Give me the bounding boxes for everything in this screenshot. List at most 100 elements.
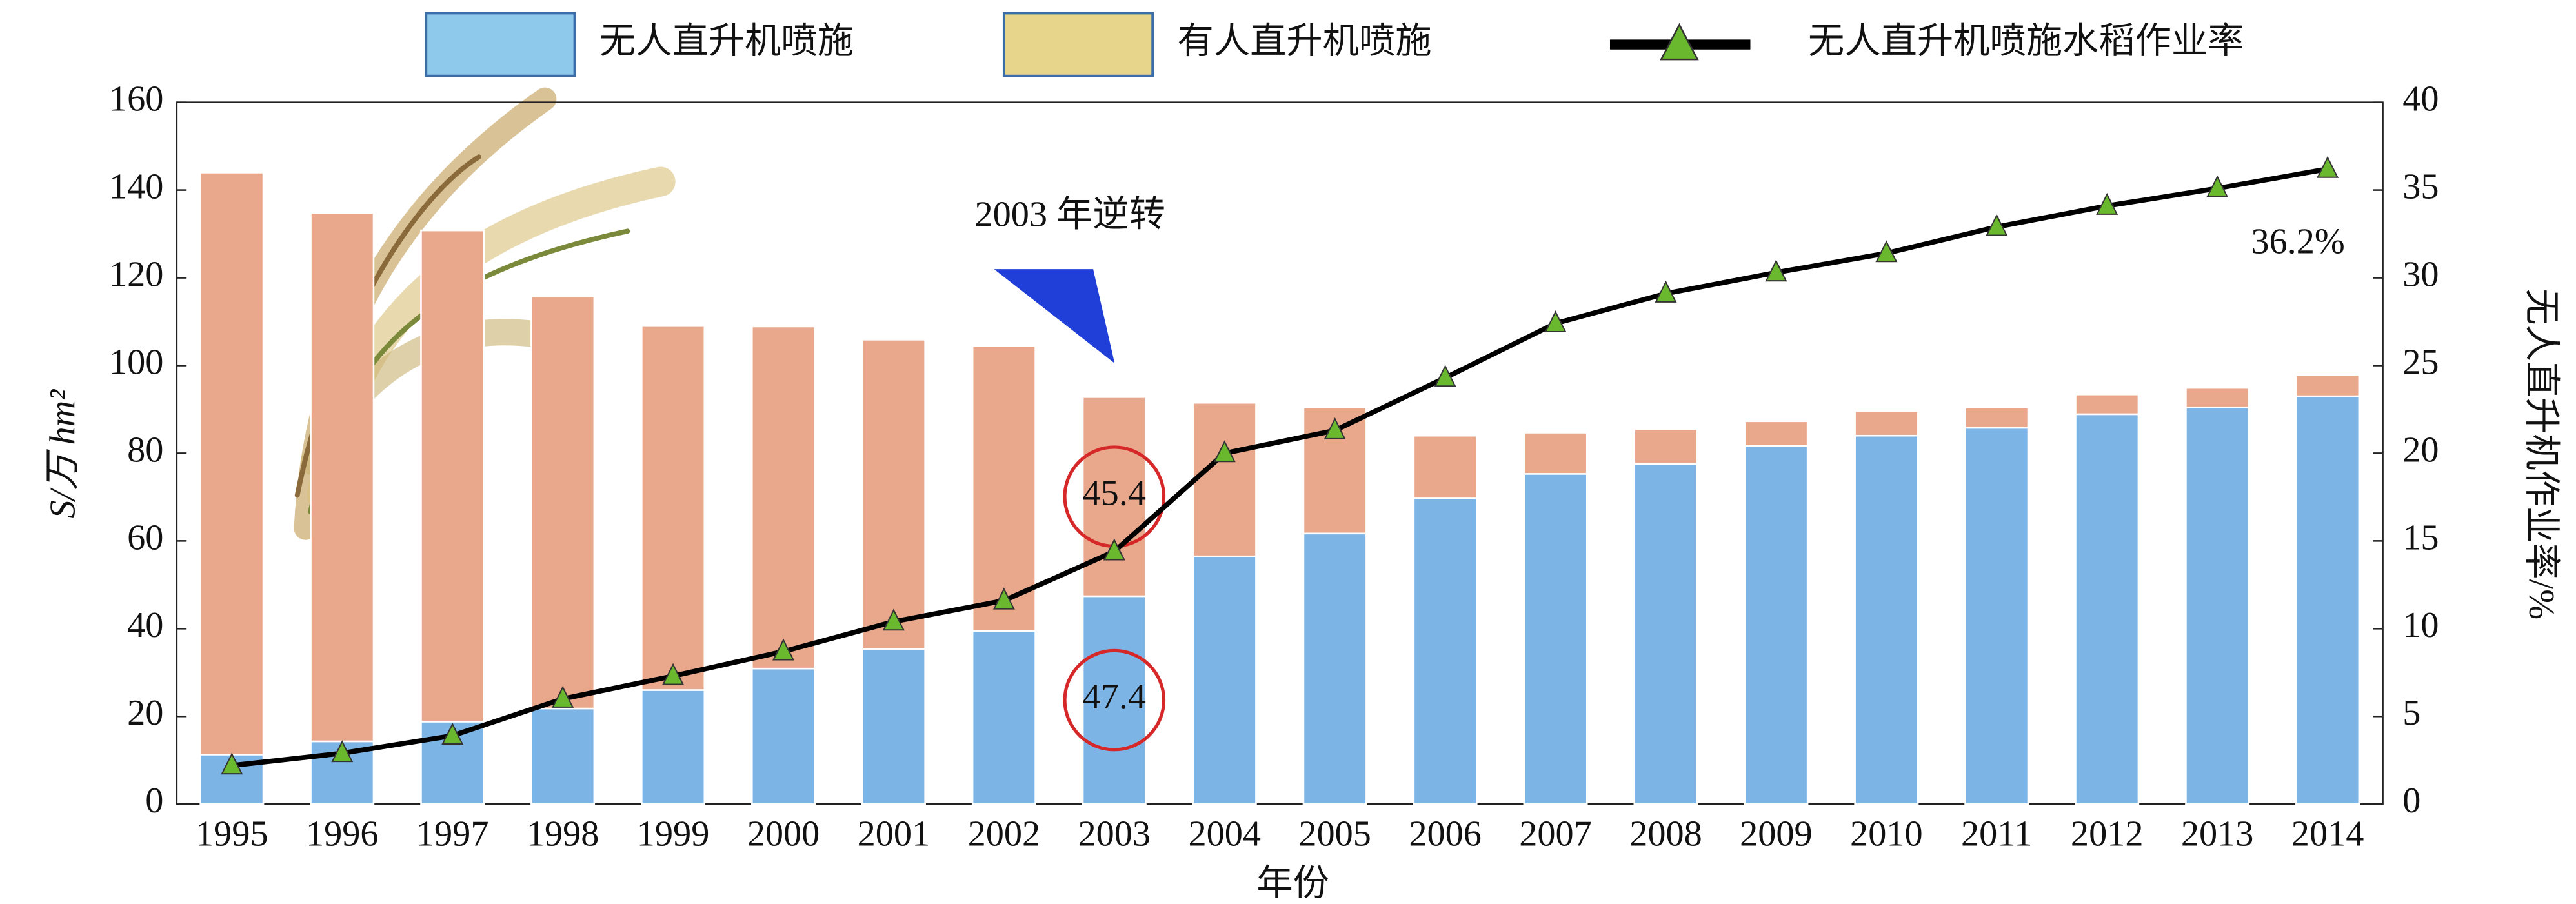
y-tick-label: 60 xyxy=(127,517,163,557)
data-label: 36.2% xyxy=(2251,222,2344,262)
bar xyxy=(530,707,596,805)
bar xyxy=(641,689,706,805)
x-tick-label: 2000 xyxy=(747,814,820,854)
bar xyxy=(861,648,926,805)
bar xyxy=(751,325,816,670)
bar xyxy=(1854,410,1919,437)
bar xyxy=(1523,473,1588,805)
marker xyxy=(1544,310,1567,333)
y-tick-label: 140 xyxy=(109,167,163,207)
marker xyxy=(1103,538,1125,561)
bar xyxy=(1082,595,1147,805)
y2-tick-label: 5 xyxy=(2402,693,2420,733)
marker xyxy=(1986,214,2008,236)
marker xyxy=(1434,365,1456,387)
x-tick-label: 2013 xyxy=(2181,814,2254,854)
x-tick-label: 2002 xyxy=(968,814,1041,854)
marker xyxy=(1323,417,1346,439)
x-tick-label: 1998 xyxy=(527,814,599,854)
x-tick-label: 2011 xyxy=(1961,814,2032,854)
y2-tick-label: 0 xyxy=(2402,781,2420,821)
x-tick-label: 2009 xyxy=(1740,814,1813,854)
marker xyxy=(1655,280,1677,303)
bar xyxy=(199,172,265,756)
marker xyxy=(331,740,354,763)
y-tick-label: 80 xyxy=(127,430,163,470)
bar xyxy=(1633,428,1698,465)
y2-tick-label: 30 xyxy=(2402,254,2439,294)
marker xyxy=(1765,259,1787,282)
data-label: 45.4 xyxy=(1083,474,1147,514)
data-label: 47.4 xyxy=(1083,677,1147,717)
bar xyxy=(1744,420,1809,447)
bar xyxy=(1302,532,1367,805)
bar xyxy=(971,630,1036,805)
y-tick-label: 20 xyxy=(127,693,163,733)
bar xyxy=(420,229,485,723)
bar xyxy=(971,345,1036,632)
bar xyxy=(420,721,485,805)
y2-tick-label: 25 xyxy=(2402,342,2439,382)
marker xyxy=(662,663,685,685)
y-tick-label: 40 xyxy=(127,605,163,645)
y-axis-label: S/万 hm² xyxy=(43,389,83,519)
y2-tick-label: 10 xyxy=(2402,605,2439,645)
bar xyxy=(1964,427,2029,805)
x-tick-label: 1997 xyxy=(416,814,489,854)
x-tick-label: 2012 xyxy=(2071,814,2144,854)
marker xyxy=(2317,156,2339,178)
marker xyxy=(1213,440,1236,463)
legend-swatch xyxy=(425,12,576,77)
bar xyxy=(1523,432,1588,475)
bar xyxy=(530,295,596,710)
x-tick-label: 2001 xyxy=(858,814,931,854)
bar xyxy=(1854,434,1919,805)
x-tick-label: 2006 xyxy=(1409,814,1482,854)
marker xyxy=(441,722,464,745)
y2-axis-label: 无人直升机作业率/% xyxy=(2521,288,2561,619)
marker xyxy=(2206,175,2229,197)
bar xyxy=(1633,463,1698,805)
y2-tick-label: 15 xyxy=(2402,517,2439,557)
x-tick-label: 1996 xyxy=(306,814,379,854)
marker xyxy=(772,638,795,661)
annotation: 2003 年逆转 xyxy=(974,195,1165,235)
legend-label: 无人直升机喷施 xyxy=(599,21,854,61)
bar xyxy=(861,339,926,650)
bar xyxy=(2295,374,2360,397)
marker xyxy=(2096,192,2118,215)
y-tick-label: 100 xyxy=(109,342,163,382)
bar xyxy=(310,212,375,743)
x-tick-label: 2010 xyxy=(1850,814,1923,854)
y2-tick-label: 35 xyxy=(2402,167,2439,207)
x-tick-label: 2004 xyxy=(1188,814,1261,854)
y2-tick-label: 40 xyxy=(2402,79,2439,119)
x-tick-label: 2007 xyxy=(1519,814,1592,854)
y2-tick-label: 20 xyxy=(2402,430,2439,470)
bar xyxy=(2075,394,2140,416)
bar xyxy=(2185,387,2250,409)
x-tick-label: 1999 xyxy=(637,814,710,854)
plot-frame xyxy=(176,101,2384,805)
x-tick-label: 1995 xyxy=(196,814,268,854)
legend-label: 无人直升机喷施水稻作业率 xyxy=(1808,21,2244,61)
bar xyxy=(2295,395,2360,805)
x-tick-label: 2005 xyxy=(1298,814,1371,854)
bar xyxy=(641,325,706,691)
bar xyxy=(2075,413,2140,805)
marker xyxy=(882,608,905,631)
marker xyxy=(552,685,574,708)
y-tick-label: 0 xyxy=(145,781,163,821)
marker xyxy=(221,752,243,775)
y-tick-label: 120 xyxy=(109,254,163,294)
bar xyxy=(1744,445,1809,805)
bar xyxy=(1192,401,1257,557)
marker xyxy=(1875,240,1898,263)
highlight-circle xyxy=(1063,648,1166,752)
bar xyxy=(1413,434,1478,499)
bar xyxy=(1413,497,1478,805)
legend-swatch xyxy=(1002,12,1154,77)
x-tick-label: 2008 xyxy=(1629,814,1702,854)
marker xyxy=(992,587,1015,610)
